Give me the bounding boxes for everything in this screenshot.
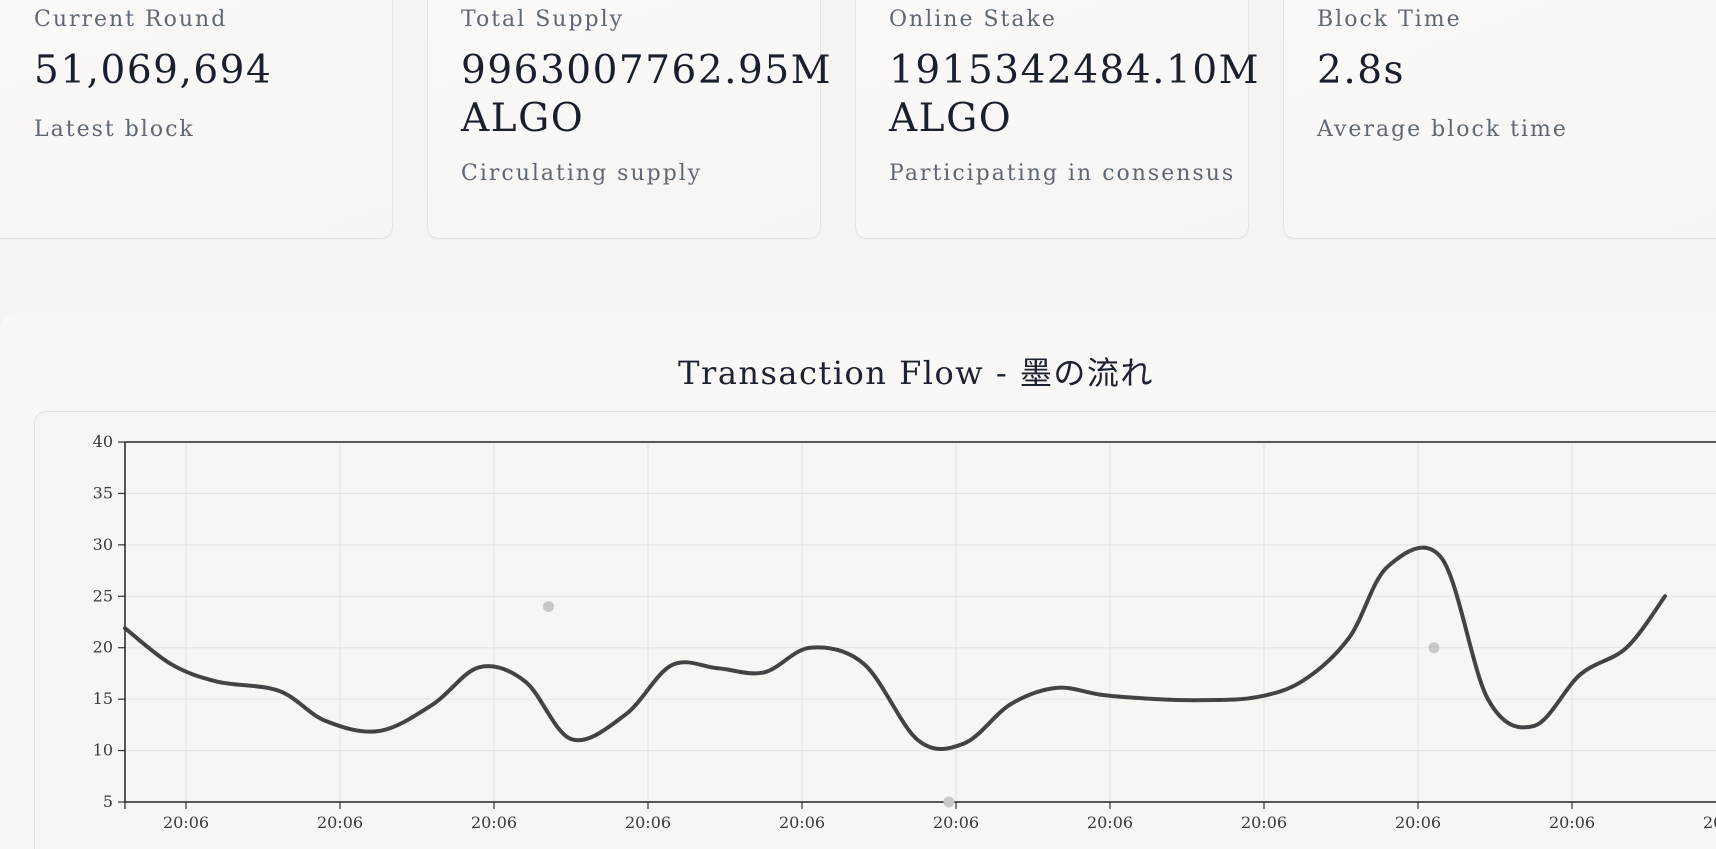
stat-value: 2.8s xyxy=(1317,48,1406,93)
stat-card-block-time: Block Time 2.8s Average block time xyxy=(1283,0,1716,239)
y-tick-label: 10 xyxy=(93,741,113,760)
stat-card-total-supply: Total Supply 9963007762.95M ALGO Circula… xyxy=(427,0,831,239)
x-tick-label: 20:06 xyxy=(625,813,671,832)
y-tick-label: 30 xyxy=(93,535,113,554)
stat-value: 9963007762.95M ALGO xyxy=(461,48,833,141)
stat-subtext: Average block time xyxy=(1317,117,1568,142)
stat-subtext: Participating in consensus xyxy=(889,161,1236,186)
stat-subtext: Circulating supply xyxy=(461,161,703,186)
scatter-point xyxy=(543,601,554,613)
stat-label: Total Supply xyxy=(461,7,625,32)
y-tick-label: 35 xyxy=(93,483,113,502)
scatter-point xyxy=(1428,642,1440,654)
stat-label: Current Round xyxy=(34,7,228,32)
scatter-point xyxy=(943,796,955,808)
x-tick-label: 20:06 xyxy=(933,813,979,832)
x-tick-label: 20:06 xyxy=(1395,813,1441,832)
x-tick-label: 20:06 xyxy=(1703,813,1716,832)
stat-card-online-stake: Online Stake 1915342484.10M ALGO Partici… xyxy=(855,0,1259,239)
x-tick-label: 20:06 xyxy=(163,813,209,832)
stat-subtext: Latest block xyxy=(34,117,195,142)
stat-value: 51,069,694 xyxy=(34,48,273,93)
y-tick-label: 5 xyxy=(103,792,113,811)
y-tick-label: 15 xyxy=(93,689,113,708)
x-tick-label: 20:06 xyxy=(1241,813,1287,832)
x-tick-label: 20:06 xyxy=(317,813,363,832)
y-tick-label: 25 xyxy=(93,586,113,605)
x-tick-label: 20:06 xyxy=(779,813,825,832)
series-line xyxy=(123,545,1667,752)
x-tick-label: 20:06 xyxy=(471,813,517,832)
stat-label: Online Stake xyxy=(889,7,1057,32)
stat-label: Block Time xyxy=(1317,7,1462,32)
chart-container xyxy=(34,411,1716,849)
stat-value: 1915342484.10M ALGO xyxy=(889,48,1261,141)
chart-title: Transaction Flow - 墨の流れ xyxy=(678,354,1154,392)
y-tick-label: 40 xyxy=(93,432,113,451)
stat-card-current-round: Current Round 51,069,694 Latest block xyxy=(0,0,393,239)
x-tick-label: 20:06 xyxy=(1087,813,1133,832)
y-tick-label: 20 xyxy=(93,638,113,657)
x-tick-label: 20:06 xyxy=(1549,813,1595,832)
